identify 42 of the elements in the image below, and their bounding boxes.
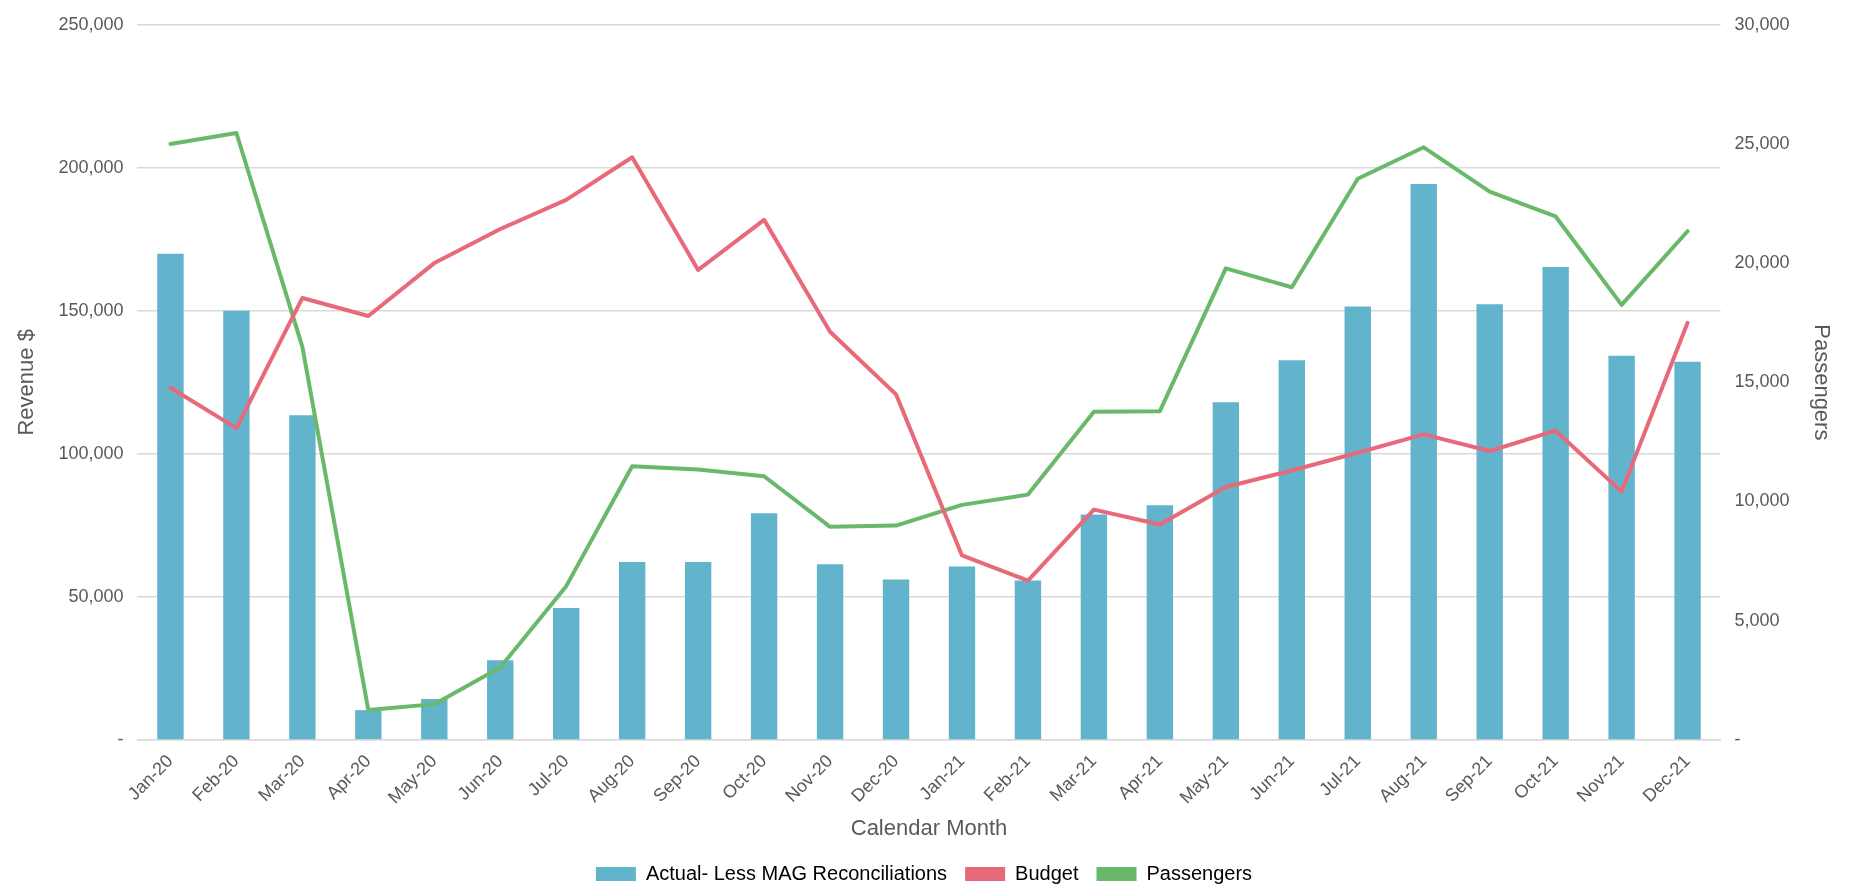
- bar: [1014, 580, 1042, 740]
- bar: [289, 415, 316, 740]
- bar: [223, 310, 250, 740]
- bar: [355, 710, 382, 740]
- y2-tick-label: 20,000: [1734, 252, 1790, 273]
- bar: [487, 660, 514, 740]
- y2-tick-label: -: [1734, 728, 1741, 749]
- bar: [882, 579, 910, 740]
- bar: [618, 561, 646, 740]
- legend-label: Actual- Less MAG Reconciliations: [645, 861, 948, 884]
- legend-label: Passengers: [1146, 861, 1253, 884]
- y-tick-label: 150,000: [58, 299, 124, 320]
- bar: [1542, 267, 1569, 740]
- y2-tick-label: 30,000: [1734, 13, 1790, 34]
- y-axis-title: Revenue $: [13, 329, 39, 436]
- y-tick-label: 250,000: [58, 13, 124, 34]
- y2-tick-label: 5,000: [1734, 609, 1780, 630]
- bar: [1410, 184, 1437, 740]
- y2-tick-label: 15,000: [1734, 371, 1790, 392]
- bar: [1146, 505, 1174, 740]
- y-tick-label: 100,000: [58, 442, 124, 463]
- y2-tick-label: 10,000: [1734, 490, 1790, 511]
- bar: [816, 564, 844, 740]
- bar: [1344, 306, 1371, 740]
- y2-tick-label: 25,000: [1734, 132, 1790, 153]
- bar: [1212, 402, 1240, 740]
- bar: [1080, 514, 1108, 740]
- bar: [157, 253, 184, 740]
- bar: [1476, 304, 1503, 740]
- bar: [1278, 360, 1305, 740]
- bar: [948, 566, 976, 740]
- y2-axis-title: Passengers: [1809, 324, 1835, 441]
- y-tick-label: 50,000: [68, 585, 124, 606]
- bar: [684, 561, 712, 740]
- bar: [750, 513, 778, 740]
- bar: [553, 608, 580, 740]
- y-tick-label: 200,000: [58, 156, 124, 177]
- bar: [1608, 355, 1635, 740]
- y-tick-label: -: [117, 728, 124, 749]
- legend-label: Budget: [1015, 861, 1079, 884]
- x-axis-title: Calendar Month: [850, 814, 1008, 840]
- bar: [1674, 361, 1701, 740]
